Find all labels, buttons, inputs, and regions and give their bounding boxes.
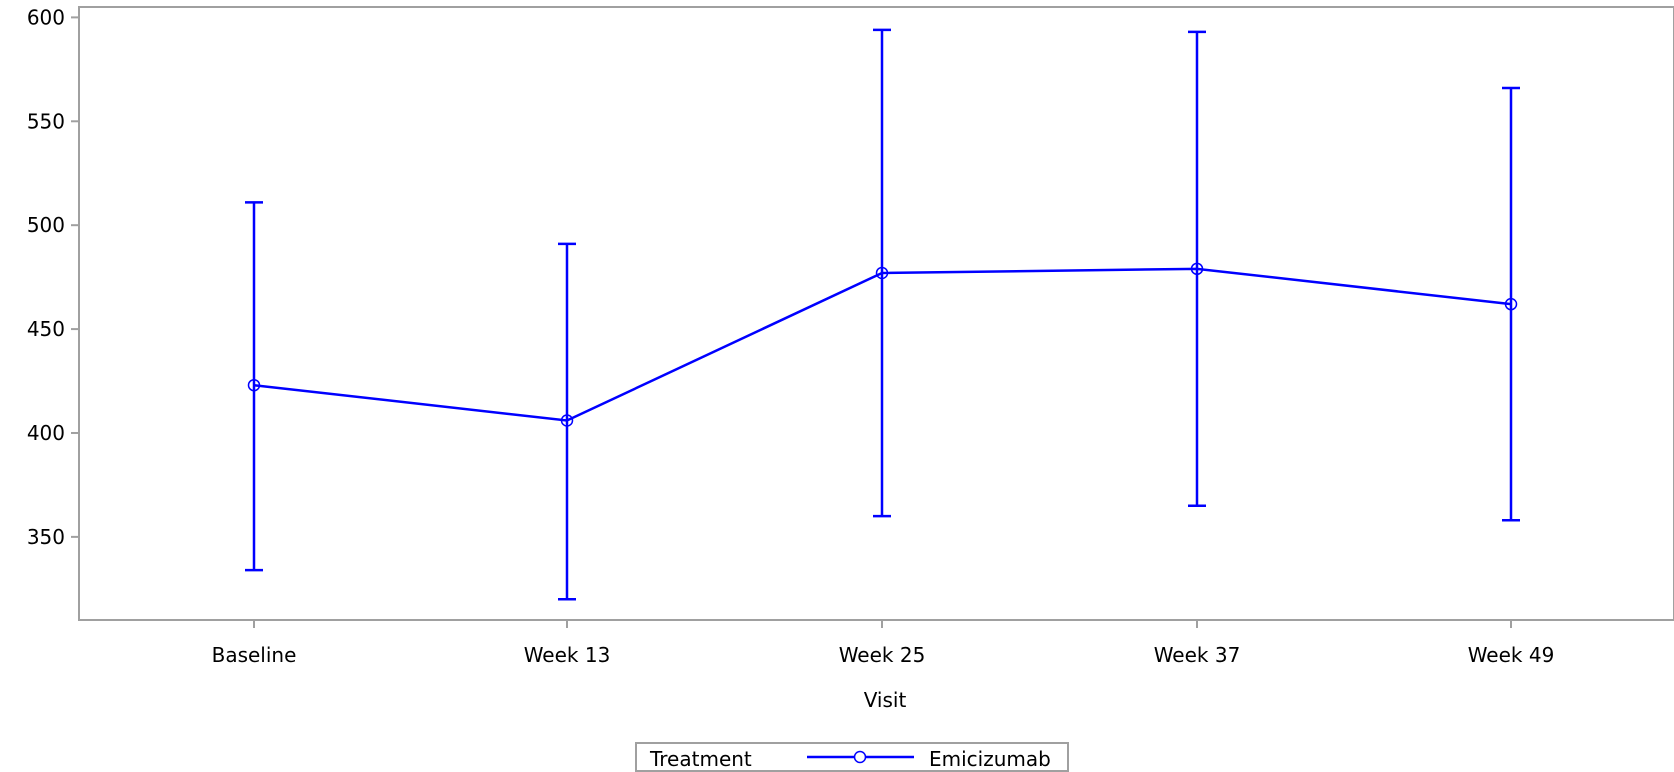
series-points [247,262,1518,427]
legend-title: Treatment [649,747,752,771]
y-tick-label: 500 [27,213,65,237]
y-tick-label: 400 [27,421,65,445]
y-axis: 350 400 450 500 550 600 [27,5,79,549]
series-line [253,267,1512,422]
legend-entries: Emicizumab [807,747,1051,771]
y-tick-label: 600 [27,5,65,29]
x-tick-label: Week 37 [1154,643,1241,667]
data-point [1504,297,1518,311]
legend-swatch-marker [853,750,867,764]
data-point [560,414,574,427]
plot-frame [78,6,1674,621]
x-tick-label: Week 13 [524,643,611,667]
series-lines [253,267,1512,422]
y-tick-label: 550 [27,109,65,133]
y-tick-label: 350 [27,525,65,549]
x-axis-label: Visit [864,688,907,712]
x-tick-label: Week 25 [839,643,926,667]
legend: Treatment Emicizumab [635,742,1069,772]
legend-box [635,742,1069,772]
data-point [1190,262,1204,276]
data-point [247,378,261,392]
legend-entry-label: Emicizumab [929,747,1051,771]
x-tick-label: Week 49 [1468,643,1555,667]
x-tick-label: Baseline [212,643,297,667]
data-point [875,266,889,280]
error-bars [245,28,1520,601]
y-tick-label: 450 [27,317,65,341]
x-axis: Baseline Week 13 Week 25 Week 37 Week 49 [212,620,1555,667]
